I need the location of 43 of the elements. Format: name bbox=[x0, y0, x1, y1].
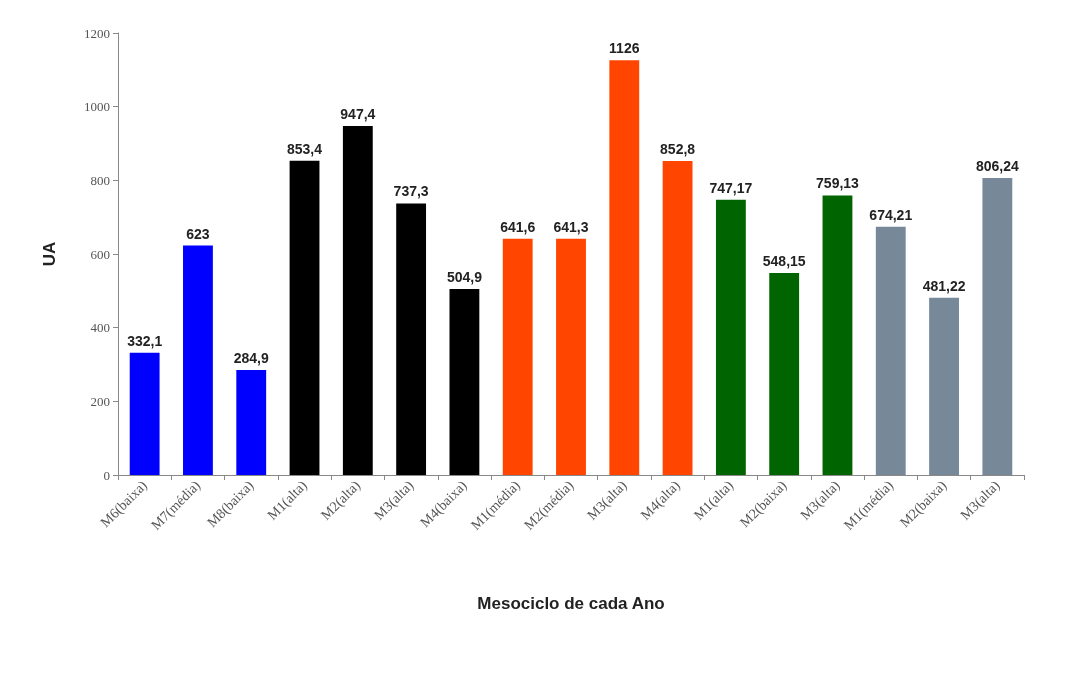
y-tick-label: 200 bbox=[90, 393, 110, 409]
x-axis-title: Mesociclo de cada Ano bbox=[477, 594, 665, 613]
y-tick-label: 400 bbox=[90, 320, 110, 336]
bar bbox=[715, 199, 746, 475]
data-label: 737,3 bbox=[393, 183, 429, 200]
y-tick-label: 1000 bbox=[84, 99, 110, 115]
data-label: 481,22 bbox=[922, 277, 966, 294]
data-label: 623 bbox=[186, 225, 210, 242]
bar bbox=[342, 126, 373, 475]
y-tick-label: 1200 bbox=[84, 25, 110, 41]
y-tick-label: 0 bbox=[103, 467, 110, 483]
bar bbox=[289, 160, 320, 475]
y-axis-title: UA bbox=[40, 241, 59, 267]
data-label: 759,13 bbox=[816, 175, 860, 192]
bar bbox=[236, 370, 267, 475]
data-label: 853,4 bbox=[287, 140, 323, 157]
data-label: 947,4 bbox=[340, 106, 376, 123]
bar bbox=[129, 352, 160, 475]
data-label: 504,9 bbox=[446, 269, 483, 286]
data-label: 1126 bbox=[609, 40, 640, 57]
data-label: 747,17 bbox=[709, 179, 753, 196]
bar bbox=[822, 195, 853, 475]
data-label: 674,21 bbox=[869, 206, 913, 223]
bar bbox=[769, 273, 800, 475]
bar bbox=[875, 226, 906, 475]
data-label: 852,8 bbox=[660, 140, 696, 157]
bar bbox=[396, 203, 427, 475]
bar bbox=[449, 289, 480, 475]
data-label: 806,24 bbox=[975, 158, 1019, 175]
data-label: 641,3 bbox=[553, 218, 589, 235]
bar bbox=[502, 238, 533, 475]
data-label: 548,15 bbox=[762, 253, 806, 270]
data-label: 284,9 bbox=[233, 350, 269, 367]
bar bbox=[982, 178, 1013, 475]
bar bbox=[556, 238, 586, 475]
y-tick-label: 800 bbox=[90, 172, 110, 188]
bar bbox=[662, 160, 693, 475]
data-label: 332,1 bbox=[127, 332, 163, 349]
data-label: 641,6 bbox=[500, 218, 536, 235]
bar bbox=[183, 245, 213, 475]
y-tick-label: 600 bbox=[90, 246, 110, 262]
bar bbox=[609, 60, 640, 475]
bar bbox=[929, 297, 959, 475]
